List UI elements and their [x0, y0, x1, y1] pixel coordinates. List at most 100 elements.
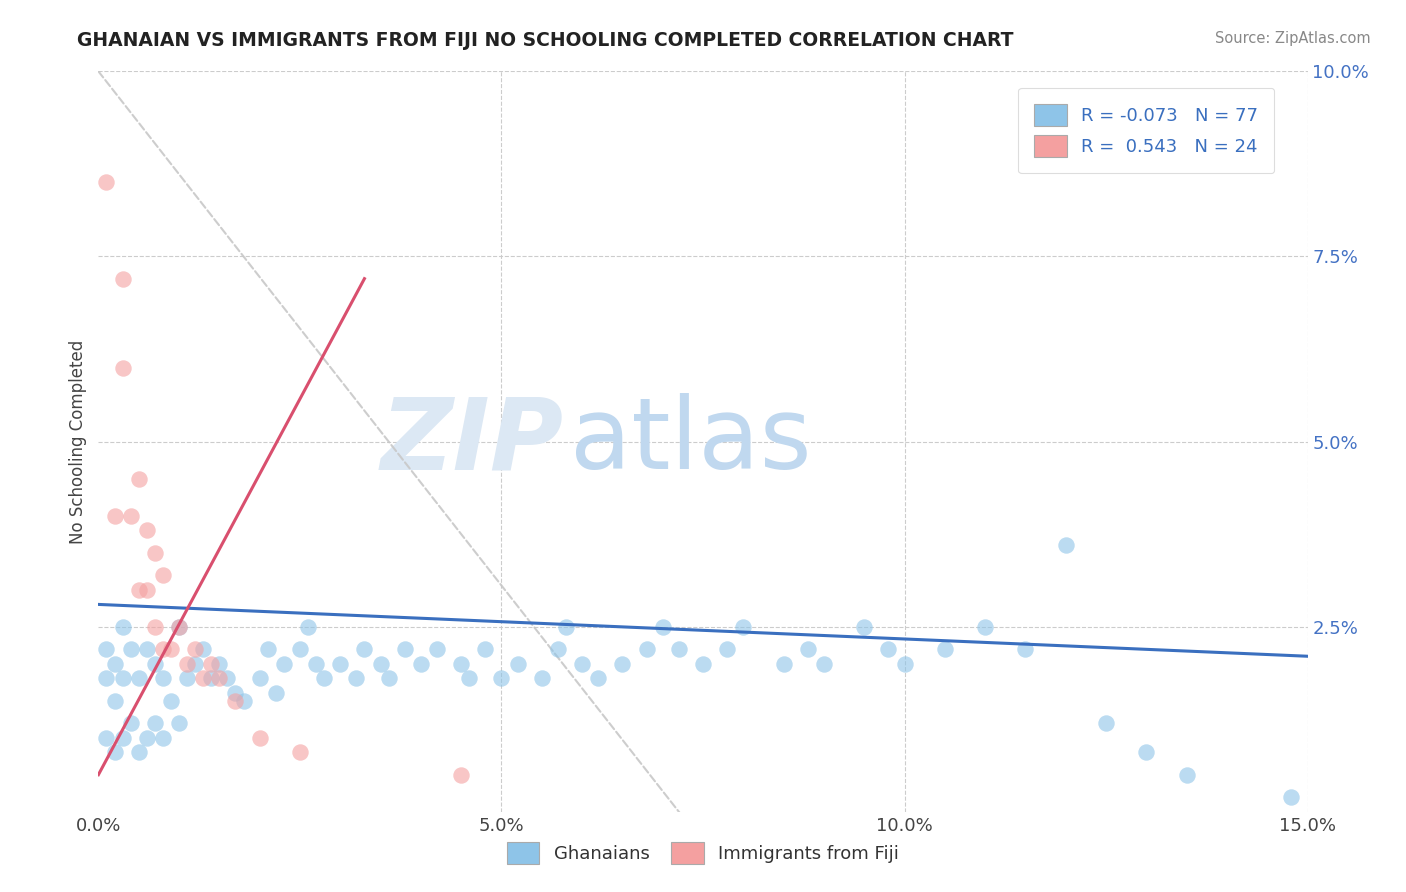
Point [450, 767, 472, 781]
Legend: R = -0.073   N = 77, R =  0.543   N = 24: R = -0.073 N = 77, R = 0.543 N = 24 [1018, 87, 1274, 173]
Point [651, 619, 673, 633]
Point [353, 641, 375, 656]
Point [200, 657, 222, 671]
Point [1281, 789, 1303, 804]
Point [458, 672, 481, 686]
Point [288, 746, 311, 760]
Point [394, 641, 416, 656]
Point [1135, 746, 1157, 760]
Point [143, 545, 166, 560]
Point [547, 641, 569, 656]
Point [733, 619, 755, 633]
Point [135, 641, 157, 656]
Point [184, 657, 207, 671]
Point [249, 672, 271, 686]
Text: Source: ZipAtlas.com: Source: ZipAtlas.com [1215, 31, 1371, 46]
Point [193, 672, 215, 686]
Point [128, 672, 150, 686]
Point [530, 672, 553, 686]
Point [934, 641, 956, 656]
Point [249, 731, 271, 745]
Point [103, 694, 125, 708]
Point [409, 657, 432, 671]
Point [208, 672, 231, 686]
Point [193, 641, 215, 656]
Point [1175, 767, 1198, 781]
Point [176, 672, 198, 686]
Point [128, 746, 150, 760]
Legend: Ghanaians, Immigrants from Fiji: Ghanaians, Immigrants from Fiji [492, 828, 914, 879]
Point [143, 619, 166, 633]
Point [716, 641, 738, 656]
Point [772, 657, 794, 671]
Point [143, 715, 166, 730]
Point [167, 619, 190, 633]
Point [111, 360, 134, 375]
Point [288, 641, 311, 656]
Point [111, 619, 134, 633]
Point [370, 657, 392, 671]
Point [273, 657, 295, 671]
Point [135, 524, 157, 538]
Point [103, 508, 125, 523]
Point [555, 619, 578, 633]
Point [377, 672, 399, 686]
Point [668, 641, 690, 656]
Point [160, 641, 183, 656]
Point [256, 641, 278, 656]
Point [152, 672, 174, 686]
Point [103, 746, 125, 760]
Point [297, 619, 319, 633]
Point [636, 641, 658, 656]
Point [120, 508, 142, 523]
Point [853, 619, 876, 633]
Point [167, 619, 190, 633]
Text: atlas: atlas [569, 393, 811, 490]
Text: ZIP: ZIP [381, 393, 564, 490]
Point [426, 641, 449, 656]
Point [152, 567, 174, 582]
Point [160, 694, 183, 708]
Point [200, 672, 222, 686]
Point [450, 657, 472, 671]
Point [612, 657, 634, 671]
Point [314, 672, 336, 686]
Point [111, 271, 134, 285]
Point [571, 657, 593, 671]
Point [135, 582, 157, 597]
Point [797, 641, 820, 656]
Point [474, 641, 496, 656]
Point [96, 731, 118, 745]
Point [877, 641, 900, 656]
Point [1095, 715, 1118, 730]
Text: GHANAIAN VS IMMIGRANTS FROM FIJI NO SCHOOLING COMPLETED CORRELATION CHART: GHANAIAN VS IMMIGRANTS FROM FIJI NO SCHO… [77, 31, 1014, 50]
Point [974, 619, 997, 633]
Point [813, 657, 835, 671]
Point [152, 641, 174, 656]
Y-axis label: No Schooling Completed: No Schooling Completed [69, 340, 87, 543]
Point [152, 731, 174, 745]
Point [96, 641, 118, 656]
Point [893, 657, 915, 671]
Point [217, 672, 239, 686]
Point [344, 672, 367, 686]
Point [96, 672, 118, 686]
Point [111, 731, 134, 745]
Point [1054, 538, 1077, 552]
Point [167, 715, 190, 730]
Point [176, 657, 198, 671]
Point [103, 657, 125, 671]
Point [128, 582, 150, 597]
Point [264, 686, 287, 700]
Point [491, 672, 513, 686]
Point [232, 694, 254, 708]
Point [184, 641, 207, 656]
Point [506, 657, 529, 671]
Point [120, 715, 142, 730]
Point [586, 672, 609, 686]
Point [143, 657, 166, 671]
Point [305, 657, 328, 671]
Point [128, 472, 150, 486]
Point [208, 657, 231, 671]
Point [224, 686, 246, 700]
